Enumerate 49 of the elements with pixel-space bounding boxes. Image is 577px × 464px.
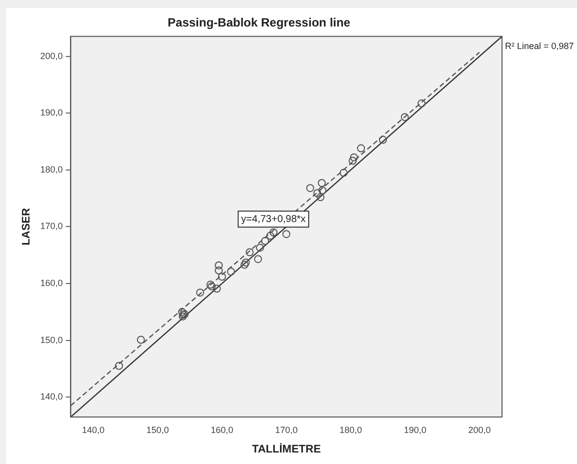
point: [318, 178, 326, 187]
point: [214, 266, 223, 274]
y-tick-label: 150,0: [40, 334, 63, 345]
point: [227, 268, 236, 276]
x-tick-label: 180,0: [339, 424, 362, 435]
point: [400, 113, 409, 122]
y-axis-title: LASER: [20, 208, 33, 246]
point: [261, 236, 270, 245]
point: [340, 168, 348, 177]
y-tick-label: 180,0: [40, 164, 63, 174]
x-tick-label: 200,0: [468, 424, 491, 435]
y-tick-label: 190,0: [40, 108, 63, 118]
point: [313, 189, 322, 198]
point: [306, 184, 314, 192]
point: [178, 308, 186, 316]
point: [136, 336, 145, 344]
point: [196, 288, 204, 297]
point: [115, 362, 123, 370]
point: [316, 193, 324, 202]
point: [357, 144, 366, 152]
x-axis-title: TALLİMETRE: [252, 442, 321, 456]
annotation: y=4,73+0,98*x: [241, 214, 306, 225]
y-tick-label: 200,0: [40, 50, 63, 61]
text: R² Lineal = 0,987: [505, 40, 574, 51]
point: [246, 248, 254, 256]
point: [212, 284, 221, 293]
point: [214, 261, 223, 270]
y-tick-label: 170,0: [40, 221, 63, 232]
point: [256, 244, 264, 252]
point: [254, 255, 262, 264]
x-tick-label: 160,0: [210, 424, 234, 435]
point: [218, 272, 226, 281]
chart-title: Passing-Bablok Regression line: [168, 16, 351, 30]
point: [242, 258, 250, 266]
x-tick-label: 150,0: [146, 424, 169, 435]
point: [266, 232, 274, 240]
point: [350, 153, 358, 162]
point: [378, 136, 387, 144]
x-tick-label: 190,0: [404, 424, 426, 435]
point: [348, 156, 357, 165]
point: [282, 230, 290, 238]
x-tick-label: 170,0: [275, 424, 298, 435]
x-tick-label: 140,0: [82, 424, 105, 435]
y-tick-label: 140,0: [40, 392, 63, 402]
y-tick-label: 160,0: [40, 278, 63, 288]
point: [269, 228, 278, 236]
point: [240, 260, 249, 269]
point: [418, 99, 426, 108]
point: [318, 186, 326, 194]
